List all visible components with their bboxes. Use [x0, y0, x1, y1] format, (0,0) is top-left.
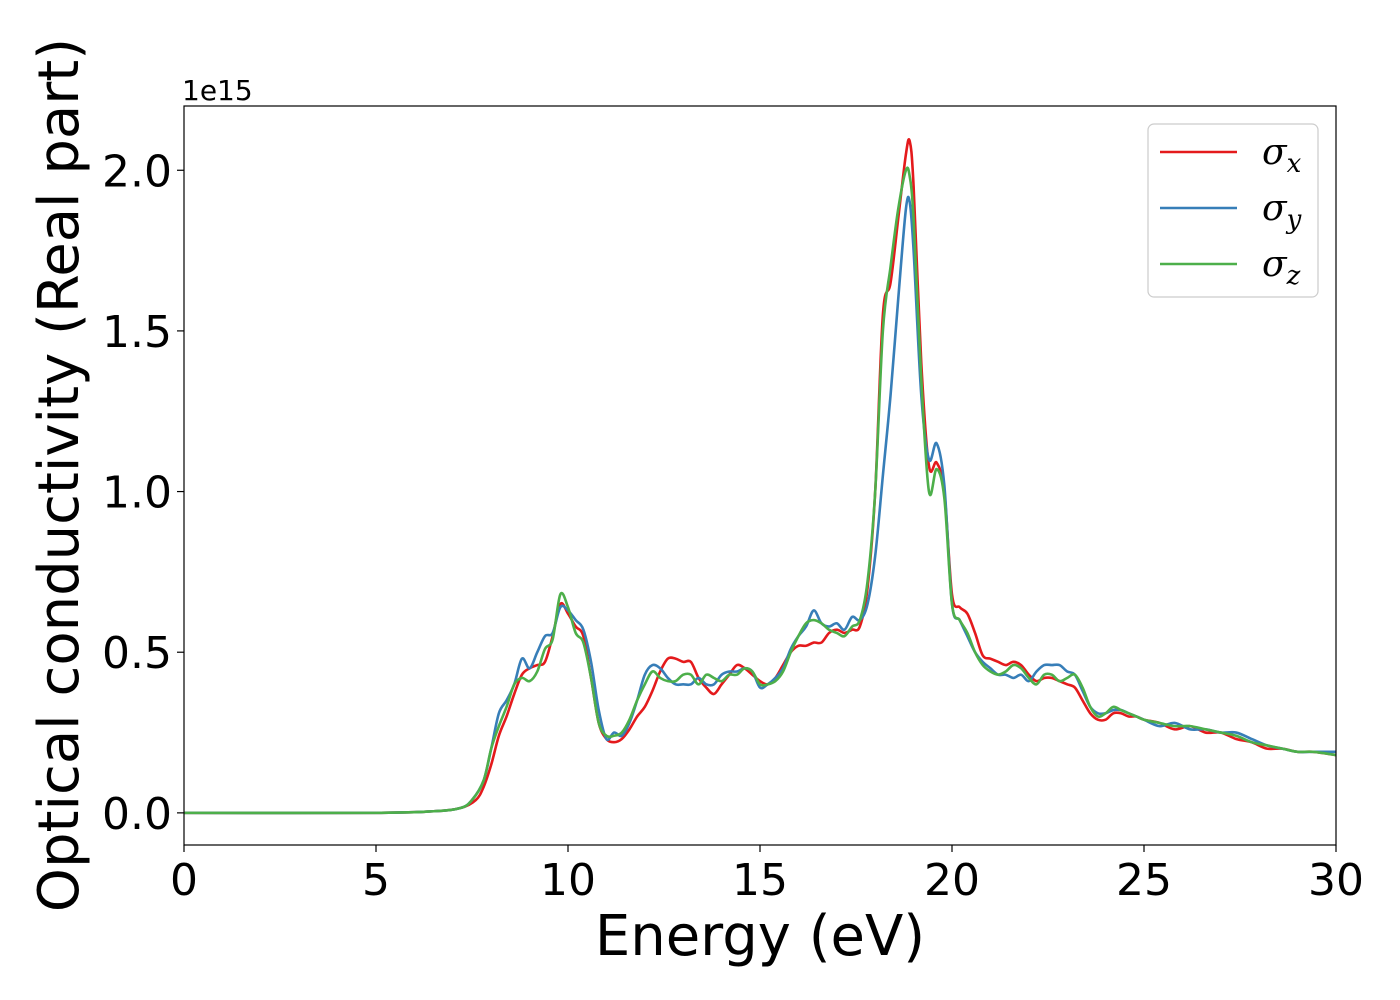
x-axis-label: Energy (eV): [595, 904, 925, 969]
x-axis-ticks: 0 5 10 15 20 25 30: [170, 845, 1364, 906]
legend-label-z: σz: [1262, 244, 1301, 291]
y-offset-label: 1e15: [182, 74, 253, 107]
x-tick-label: 10: [540, 855, 596, 906]
y-axis-label: Optical conductivity (Real part): [27, 38, 92, 912]
y-tick-label: 0.0: [102, 789, 172, 840]
x-tick-label: 5: [362, 855, 390, 906]
legend: σx σy σz: [1147, 123, 1319, 298]
series-line-z: [184, 166, 1336, 815]
series-line-y: [184, 195, 1336, 815]
x-tick-label: 30: [1308, 855, 1364, 906]
y-tick-label: 2.0: [102, 146, 172, 197]
y-axis-ticks: 0.0 0.5 1.0 1.5 2.0: [102, 146, 184, 840]
x-tick-label: 0: [170, 855, 198, 906]
legend-frame: [1147, 123, 1319, 298]
x-tick-label: 25: [1116, 855, 1172, 906]
y-tick-label: 0.5: [102, 628, 172, 679]
legend-label-y: σy: [1262, 188, 1302, 235]
series-line-x: [184, 137, 1336, 815]
y-tick-label: 1.5: [102, 307, 172, 358]
legend-label-x: σx: [1262, 132, 1302, 179]
y-tick-label: 1.0: [102, 468, 172, 519]
x-tick-label: 15: [732, 855, 788, 906]
series-layer: [184, 137, 1336, 815]
x-tick-label: 20: [924, 855, 980, 906]
